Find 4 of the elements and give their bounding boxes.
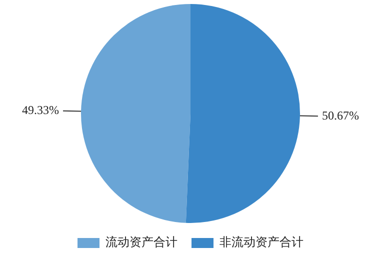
- legend-label: 非流动资产合计: [220, 235, 304, 250]
- legend-label: 流动资产合计: [106, 235, 178, 250]
- data-label: 49.33%: [22, 102, 60, 117]
- data-label: 50.67%: [322, 108, 359, 122]
